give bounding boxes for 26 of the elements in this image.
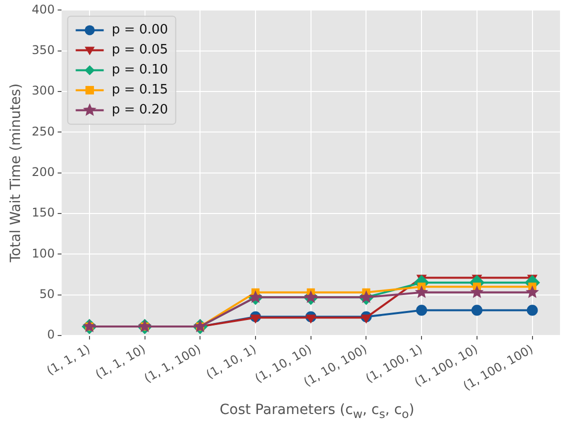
y-tick-label: 0 xyxy=(47,328,55,342)
y-tick-label: 150 xyxy=(32,206,55,220)
point xyxy=(416,304,428,316)
y-tick-label: 300 xyxy=(32,84,55,98)
x-axis-title: Cost Parameters (c$_{w}$, c$_{s}$, c$_{o}$) xyxy=(218,402,416,421)
y-tick-label: 200 xyxy=(32,164,55,179)
legend-label: p = 0.05 xyxy=(112,42,168,58)
legend-label: p = 0.10 xyxy=(112,62,168,78)
point xyxy=(526,304,538,316)
point xyxy=(306,314,316,324)
y-tick-label: 100 xyxy=(32,246,55,260)
point xyxy=(471,304,482,316)
y-tick-label: 50 xyxy=(39,286,55,301)
y-axis-title: Total Wait Time (minutes) xyxy=(8,83,24,264)
legend-label: p = 0.00 xyxy=(112,22,168,38)
y-tick-label: 400 xyxy=(32,2,55,16)
legend-label: p = 0.15 xyxy=(112,82,168,98)
y-tick-label: 250 xyxy=(32,124,55,138)
point xyxy=(526,285,539,298)
legend-label: p = 0.20 xyxy=(112,102,168,118)
x-tick-label: (1, 1, 1) xyxy=(44,342,92,378)
point xyxy=(470,285,484,298)
point xyxy=(250,314,260,324)
point xyxy=(361,314,372,324)
point xyxy=(414,285,428,298)
y-tick-label: 350 xyxy=(32,42,55,57)
